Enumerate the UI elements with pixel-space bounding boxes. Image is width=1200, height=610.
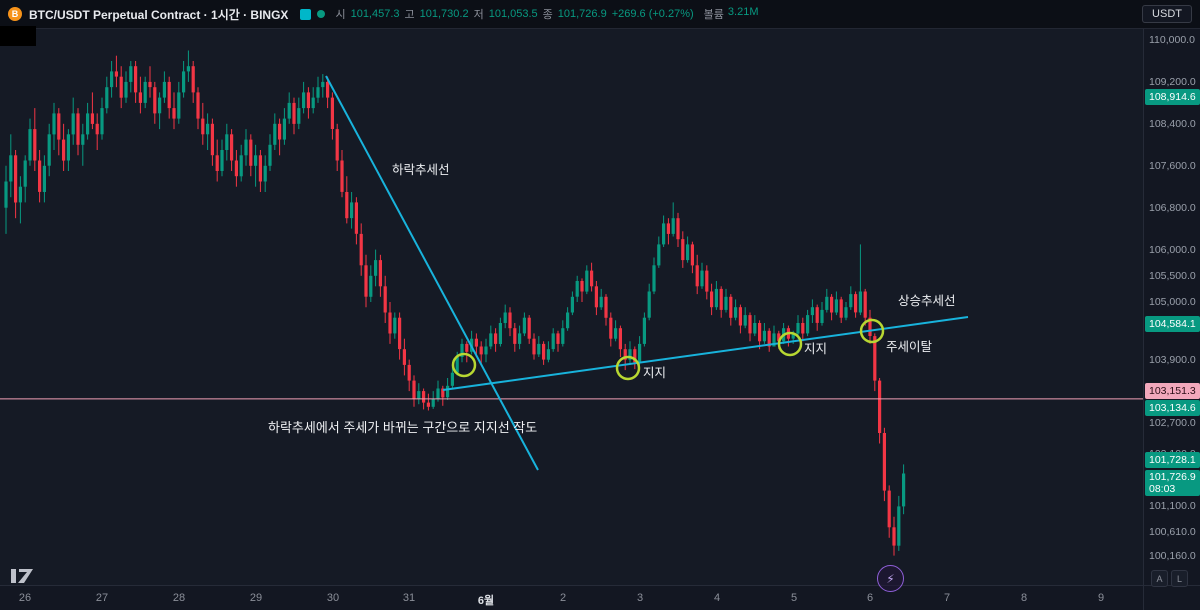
time-tick: 29: [249, 592, 263, 604]
price-badge: 103,151.3: [1145, 383, 1200, 399]
time-tick: 31: [402, 592, 416, 604]
volume-label: 볼륨: [703, 9, 724, 21]
time-tick: 26: [18, 592, 32, 604]
time-tick: 2: [559, 592, 567, 604]
support-circle[interactable]: [615, 355, 641, 381]
price-badge: 101,728.1: [1145, 452, 1200, 468]
annotation-label[interactable]: 상승추세선: [898, 294, 956, 308]
price-badge: 103,134.6: [1145, 400, 1200, 416]
annotation-label[interactable]: 하락추세에서 주세가 바뀌는 구간으로 지지선 작도: [268, 420, 538, 435]
low-value: 101,053.5: [488, 8, 538, 20]
high-value: 101,730.2: [419, 8, 469, 20]
price-tick: 107,600.0: [1149, 160, 1196, 172]
price-tick: 100,610.0: [1149, 526, 1196, 538]
price-tick: 100,160.0: [1149, 550, 1196, 562]
price-tick: 109,200.0: [1149, 76, 1196, 88]
support-circle[interactable]: [777, 331, 803, 357]
candles: [4, 50, 906, 556]
time-tick: 6: [866, 592, 874, 604]
open-value: 101,457.3: [350, 8, 400, 20]
tradingview-logo[interactable]: [10, 566, 36, 589]
annotation-label[interactable]: 지지: [804, 342, 828, 356]
high-label: 고: [404, 9, 415, 21]
price-tick: 102,700.0: [1149, 417, 1196, 429]
symbol-logo-icon: B: [8, 7, 22, 21]
uptrend-line[interactable]: [442, 316, 969, 391]
chart-header: B BTC/USDT Perpetual Contract · 1시간 · BI…: [0, 0, 1200, 29]
time-tick: 3: [636, 592, 644, 604]
price-axis[interactable]: 110,000.0 109,200.0 108,400.0 107,600.0 106,…: [1143, 28, 1200, 585]
close-label: 종: [542, 9, 553, 21]
price-tick: 106,000.0: [1149, 244, 1196, 256]
price-tick: 106,800.0: [1149, 202, 1196, 214]
time-axis[interactable]: 26 27 28 29 30 31 6월 2 3 4 5 6 7 8 9: [0, 585, 1143, 610]
support-circle[interactable]: [859, 318, 885, 344]
chart-plot-area[interactable]: 하락추세선 상승추세선 지지 지지 주세이탈 하락추세에서 주세가 바뀌는 구간으로 지지…: [0, 28, 1143, 585]
annotation-label[interactable]: 하락추세선: [392, 163, 450, 177]
exchange-chip-icon[interactable]: [300, 8, 312, 20]
price-tick: 103,900.0: [1149, 354, 1196, 366]
axis-corner: [1143, 585, 1200, 610]
open-label: 시: [335, 9, 346, 21]
price-tick: 110,000.0: [1149, 34, 1195, 46]
price-tick: 105,500.0: [1149, 270, 1196, 282]
lightning-icon-button[interactable]: ⚡: [877, 565, 904, 592]
time-tick: 6월: [477, 595, 495, 607]
downtrend-line[interactable]: [325, 75, 539, 471]
change-value: +269.6 (+0.27%): [611, 8, 694, 20]
volume-readout: 볼륨 3.21M: [704, 6, 759, 22]
time-tick: 28: [172, 592, 186, 604]
symbol-title[interactable]: BTC/USDT Perpetual Contract · 1시간 · BING…: [29, 7, 289, 22]
time-tick: 4: [713, 592, 721, 604]
support-circle[interactable]: [451, 352, 477, 378]
time-tick: 7: [943, 592, 951, 604]
time-tick: 30: [326, 592, 340, 604]
time-tick: 27: [95, 592, 109, 604]
low-label: 저: [473, 9, 484, 21]
close-value: 101,726.9: [557, 8, 607, 20]
volume-value: 3.21M: [727, 6, 759, 18]
ohlc-readout: 시 101,457.3 고 101,730.2 저 101,053.5 종 10…: [335, 6, 693, 22]
time-tick: 8: [1020, 592, 1028, 604]
annotation-label[interactable]: 지지: [643, 366, 667, 380]
price-badge: 104,584.1: [1145, 316, 1200, 332]
lightning-icon: ⚡: [886, 571, 895, 586]
time-tick: 9: [1097, 592, 1105, 604]
price-tick: 108,400.0: [1149, 118, 1196, 130]
log-scale-button[interactable]: L: [1171, 570, 1188, 587]
price-tick: 101,100.0: [1149, 500, 1196, 512]
price-badge: 108,914.6: [1145, 89, 1200, 105]
annotation-label[interactable]: 주세이탈: [886, 340, 933, 354]
current-price-badge: 101,726.9 08:03: [1145, 470, 1200, 496]
price-tick: 105,000.0: [1149, 296, 1196, 308]
redacted-box: [0, 26, 36, 46]
live-status-icon: [317, 10, 326, 18]
candlestick-plot: [0, 50, 1143, 556]
time-tick: 5: [790, 592, 798, 604]
auto-scale-button[interactable]: A: [1151, 570, 1168, 587]
currency-toggle-button[interactable]: USDT: [1142, 5, 1192, 23]
